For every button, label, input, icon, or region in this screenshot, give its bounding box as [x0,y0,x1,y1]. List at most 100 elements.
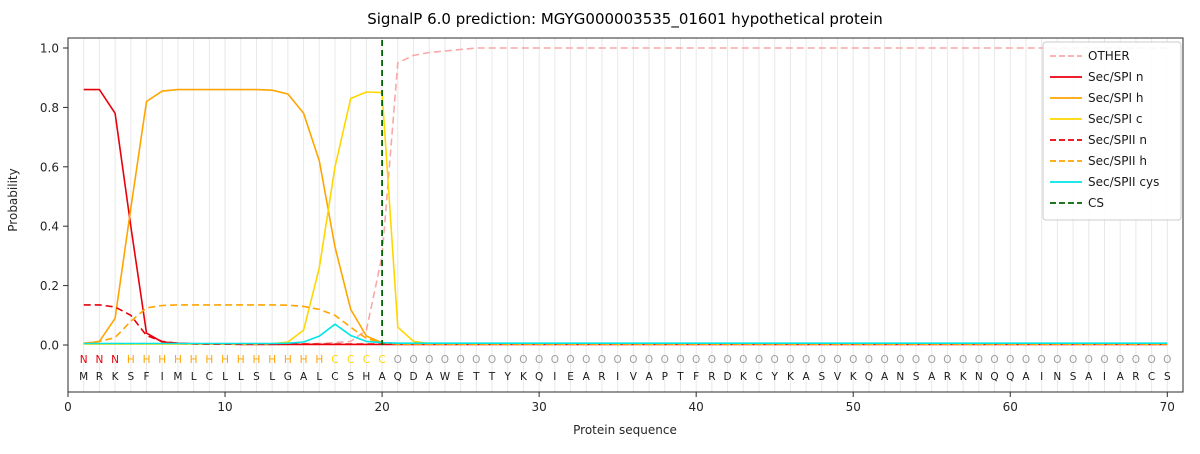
legend-label-sec-spi-n: Sec/SPI n [1088,70,1143,84]
region-letter: O [771,354,779,366]
region-letter: O [865,354,873,366]
region-letter: O [1085,354,1093,366]
region-letter: H [221,354,229,366]
region-letter: N [111,354,119,366]
legend-label-sec-spii-n: Sec/SPII n [1088,133,1147,147]
sequence-letter: N [975,371,983,383]
y-tick-label: 0.4 [40,220,59,234]
region-letter: O [1006,354,1014,366]
sequence-letter: K [850,371,858,383]
region-letter: O [488,354,496,366]
y-tick-label: 0.0 [40,339,59,353]
sequence-letter: S [1164,371,1171,383]
sequence-letter: K [112,371,120,383]
x-tick-label: 0 [64,400,72,414]
sequence-letter: T [488,371,496,383]
region-letter: H [158,354,166,366]
region-letter: O [723,354,731,366]
y-tick-label: 0.8 [40,101,59,115]
region-letter: H [284,354,292,366]
region-letter: O [566,354,574,366]
region-letter: C [331,354,338,366]
region-letter: O [1163,354,1171,366]
region-letter: O [409,354,417,366]
sequence-letter: L [316,371,322,383]
sequence-letter: T [676,371,684,383]
region-letter: H [315,354,323,366]
sequence-letter: M [79,371,88,383]
region-letter: O [975,354,983,366]
sequence-letter: A [928,371,936,383]
sequence-letter: K [787,371,795,383]
sequence-letter: S [253,371,260,383]
sequence-letter: I [616,371,619,383]
region-letter: H [143,354,151,366]
sequence-letter: S [913,371,920,383]
sequence-letter: S [818,371,825,383]
region-letter: O [472,354,480,366]
region-letter: O [645,354,653,366]
sequence-letter: N [896,371,904,383]
sequence-letter: A [300,371,308,383]
region-letter: O [692,354,700,366]
region-letter: C [347,354,354,366]
series-line-sec-spi-n [83,88,1168,346]
sequence-letter: D [724,371,732,383]
region-letter: N [95,354,103,366]
region-letter: O [661,354,669,366]
region-letter: O [456,354,464,366]
region-letter: O [441,354,449,366]
region-letter: O [1038,354,1046,366]
sequence-letter: C [755,371,762,383]
x-tick-label: 10 [217,400,232,414]
x-tick-label: 60 [1003,400,1018,414]
sequence-letter: S [347,371,354,383]
series-line-sec-spii-n [83,304,1168,345]
sequence-letter: C [1148,371,1155,383]
region-letter: O [1147,354,1155,366]
region-letter: H [127,354,135,366]
region-letter: O [802,354,810,366]
sequence-letter: R [708,371,715,383]
sequence-letter: H [362,371,370,383]
legend-box [1042,41,1182,221]
region-letter: H [300,354,308,366]
sequence-letter: N [1053,371,1061,383]
region-letter: O [1069,354,1077,366]
sequence-letter: V [630,371,638,383]
sequence-letter: A [881,371,889,383]
sequence-letter: A [803,371,811,383]
region-letter: H [252,354,260,366]
sequence-letter: F [143,371,149,383]
y-tick-label: 0.6 [40,160,59,174]
region-letter: O [990,354,998,366]
legend-label-sec-spii-h: Sec/SPII h [1088,154,1147,168]
sequence-letter: P [662,371,668,383]
y-axis-label: Probability [6,168,20,231]
region-letter: O [1053,354,1061,366]
region-letter: O [943,354,951,366]
sequence-letter: E [457,371,464,383]
sequence-letter: L [222,371,228,383]
region-letter: H [205,354,213,366]
region-letter: O [959,354,967,366]
legend-label-sec-spi-h: Sec/SPI h [1088,91,1143,105]
y-tick-label: 1.0 [40,42,59,56]
region-letter: O [896,354,904,366]
sequence-letter: Q [535,371,543,383]
sequence-letter: A [1022,371,1030,383]
series-line-other [83,47,1168,345]
sequence-letter: D [409,371,417,383]
region-letter: O [582,354,590,366]
series-line-sec-spii-cys [83,323,1168,345]
legend-label-other: OTHER [1088,49,1130,63]
region-letter: O [1116,354,1124,366]
sequence-letter: R [96,371,103,383]
region-letter: O [614,354,622,366]
region-letter: O [739,354,747,366]
region-letter: C [378,354,385,366]
sequence-letter: R [944,371,951,383]
sequence-letter: I [553,371,556,383]
legend-label-sec-spii-cys: Sec/SPII cys [1088,175,1159,189]
